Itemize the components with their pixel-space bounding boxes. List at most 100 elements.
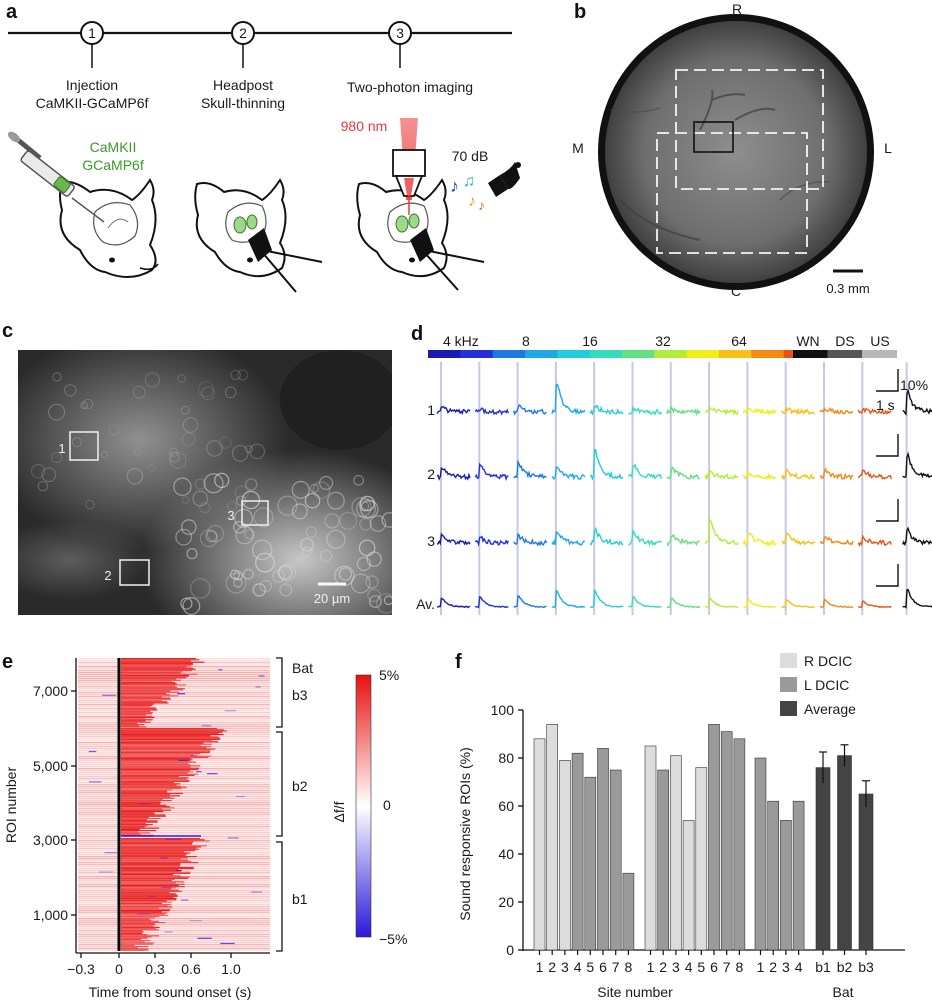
heatmap-x-ticks <box>80 953 232 958</box>
bar-category-label: 3 <box>672 959 680 975</box>
heatmap-inhibition <box>197 937 212 939</box>
heatmap <box>78 658 270 951</box>
heatmap-response <box>121 920 159 922</box>
heatmap-response <box>121 917 155 919</box>
heatmap-response <box>121 771 193 773</box>
heatmap-inhibition <box>196 771 202 773</box>
svg-text:♫: ♫ <box>463 173 475 190</box>
heatmap-inhibition <box>220 942 235 945</box>
heatmap-response <box>121 728 217 730</box>
heatmap-response <box>121 725 140 727</box>
heatmap-response <box>121 930 143 932</box>
heatmap-response <box>121 858 181 860</box>
heatmap-response <box>121 896 174 898</box>
response-trace <box>704 405 739 417</box>
heatmap-inhibition <box>161 886 172 889</box>
heatmap-inhibition <box>121 835 201 837</box>
heatmap-response <box>121 762 188 764</box>
heatmap-response <box>121 738 220 740</box>
response-trace <box>628 529 662 547</box>
heatmap-response <box>121 701 167 703</box>
panel-f: f R DCIC L DCIC Average Sound responsive… <box>455 651 905 1000</box>
heatmap-response <box>121 747 207 749</box>
cell-body <box>182 417 199 433</box>
cell-body <box>173 477 192 496</box>
heatmap-response <box>121 802 161 804</box>
heatmap-response <box>121 735 211 737</box>
response-trace <box>781 599 816 609</box>
heatmap-response <box>121 784 177 786</box>
heatmap-row <box>78 816 270 818</box>
heatmap-inhibition <box>189 920 202 922</box>
cell-body <box>195 478 207 490</box>
cell-body <box>305 526 317 538</box>
bar <box>815 767 831 951</box>
heatmap-response <box>121 708 157 710</box>
heatmap-response <box>121 910 170 912</box>
heatmap-inhibition <box>255 686 261 688</box>
heatmap-response <box>121 677 187 679</box>
stimulus-swatch <box>827 350 863 358</box>
cell-body <box>234 508 254 528</box>
bar-chart-y-tick-label: 60 <box>498 798 514 814</box>
bar-category-label: 5 <box>586 959 594 975</box>
heatmap-response <box>121 941 145 943</box>
cell-body <box>278 564 296 582</box>
bar-category-label: 1 <box>647 959 655 975</box>
heatmap-row <box>78 796 270 798</box>
ytick-1000: 1,000 <box>33 907 68 923</box>
heatmap-response <box>121 907 159 909</box>
heatmap-response <box>121 743 212 745</box>
heatmap-inhibition <box>148 895 155 897</box>
heatmap-response <box>121 726 147 728</box>
heatmap-row <box>78 936 270 938</box>
heatmap-row <box>78 916 270 918</box>
bar <box>708 724 720 951</box>
heatmap-response <box>121 887 177 889</box>
heatmap-response <box>121 846 201 848</box>
heatmap-row <box>78 820 270 822</box>
heatmap-response <box>121 859 189 861</box>
heatmap-response <box>121 750 211 752</box>
heatmap-response <box>121 874 174 876</box>
xtick-0-6: 0.6 <box>181 961 201 977</box>
cell-body <box>241 490 261 510</box>
heatmap-response <box>121 671 183 673</box>
stimulus-swatch <box>428 350 461 358</box>
stimulus-onset-markers <box>440 362 908 615</box>
heatmap-response <box>121 694 170 696</box>
colorbar <box>355 674 372 938</box>
heatmap-response <box>121 942 155 944</box>
cell-body <box>41 467 57 483</box>
heatmap-row <box>78 696 270 698</box>
cell-body <box>126 468 144 485</box>
heatmap-response <box>121 914 168 916</box>
response-trace <box>589 589 624 609</box>
heatmap-response <box>121 731 223 733</box>
response-trace <box>704 517 739 546</box>
bar-category-label: 8 <box>736 959 744 975</box>
response-trace <box>858 600 892 609</box>
heatmap-response <box>121 881 185 883</box>
cell-body <box>206 524 225 543</box>
bar-category-label: 3 <box>782 959 790 975</box>
bar <box>644 745 657 951</box>
imaging-field-large <box>675 69 824 190</box>
mouse-headpost-illustration <box>194 178 323 293</box>
stimulus-swatch <box>751 350 785 358</box>
label-upsweep: US <box>870 333 889 349</box>
cell-body <box>206 440 223 457</box>
legend-swatch-average <box>780 701 797 716</box>
heatmap-response <box>121 688 185 690</box>
heatmap-row <box>78 938 270 940</box>
colorbar-tick-zero: 0 <box>383 797 391 813</box>
orientation-caudal: C <box>731 283 741 299</box>
scale-bar-b-label: 0.3 mm <box>826 281 869 296</box>
heatmap-response <box>121 929 159 931</box>
heatmap-response <box>121 691 179 693</box>
cell-body <box>199 529 218 548</box>
heatmap-response <box>121 928 156 930</box>
response-trace <box>474 462 509 482</box>
cell-body <box>253 507 274 528</box>
